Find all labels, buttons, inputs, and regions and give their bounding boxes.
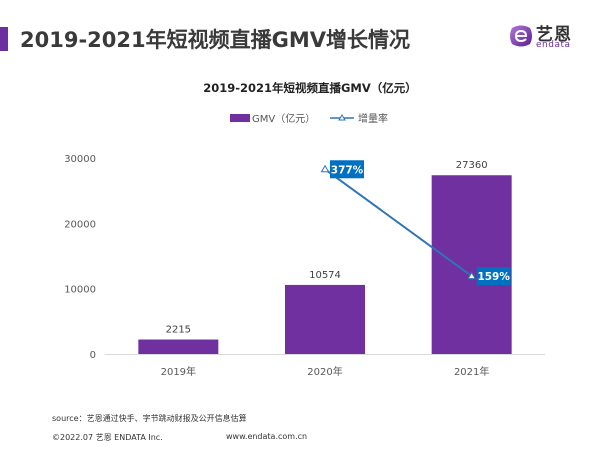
- growth-rate-label: 159%: [477, 271, 510, 283]
- y-axis: 0 10000 20000 30000: [64, 154, 96, 361]
- endata-e-logo-icon: [510, 25, 532, 47]
- x-tick-label: 2019年: [161, 365, 196, 378]
- y-tick-label: 20000: [64, 219, 96, 230]
- y-tick-label: 10000: [64, 285, 96, 296]
- title-accent-bar: [0, 27, 8, 51]
- growth-rate-marker: [467, 271, 477, 280]
- bar-gmv: [138, 339, 219, 354]
- footer-url: www.endata.com.cn: [226, 432, 308, 441]
- chart-title: 2019-2021年短视频直播GMV（亿元）: [203, 81, 417, 95]
- growth-rate-marker: [320, 164, 330, 173]
- footer-copyright: ©2022.07 艺恩 ENDATA Inc.: [52, 433, 163, 442]
- legend-swatch-gmv: [230, 114, 250, 122]
- footer-source: source：艺恩通过快手、字节跳动财报及公开信息估算: [52, 414, 247, 423]
- bar-series: 2215 10574 27360: [138, 160, 512, 354]
- bar-gmv: [285, 284, 365, 354]
- growth-rate-line: [324, 168, 473, 277]
- bar-data-label: 10574: [309, 270, 341, 281]
- y-tick-label: 0: [90, 350, 96, 361]
- y-tick-label: 30000: [64, 154, 96, 165]
- x-tick-label: 2021年: [454, 365, 489, 378]
- line-series: 377% 159%: [320, 160, 511, 286]
- bar-gmv: [431, 175, 512, 354]
- bar-data-label: 2215: [166, 325, 191, 336]
- legend-label-gmv: GMV（亿元）: [252, 112, 315, 125]
- legend-label-growth: 增量率: [358, 112, 388, 125]
- growth-rate-label: 377%: [331, 164, 364, 176]
- growth-rate-label-box: [330, 160, 364, 179]
- chart-legend: GMV（亿元） 增量率: [230, 112, 388, 125]
- x-tick-label: 2020年: [307, 365, 342, 378]
- logo-cn-text: 艺恩: [536, 25, 572, 45]
- x-axis: 2019年 2020年 2021年: [105, 354, 545, 378]
- legend-marker-growth: [338, 114, 346, 121]
- logo-en-text: endata: [536, 40, 571, 50]
- gmv-chart: 2019-2021年短视频直播GMV（亿元） GMV（亿元） 增量率 0 10000…: [64, 81, 545, 378]
- page-title: 2019-2021年短视频直播GMV增长情况: [20, 28, 410, 52]
- bar-data-label: 27360: [456, 160, 488, 171]
- brand-logo: 艺恩 endata: [508, 18, 588, 54]
- growth-rate-label-box: [476, 267, 511, 286]
